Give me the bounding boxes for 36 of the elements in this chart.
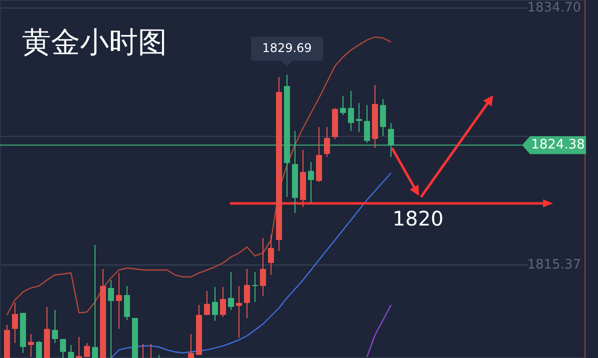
candlestick	[252, 271, 258, 302]
candlestick	[12, 302, 18, 344]
candlestick	[204, 290, 210, 316]
candlestick	[188, 333, 194, 358]
ref-line-label: 1824.38	[531, 138, 585, 153]
candlestick	[236, 285, 242, 338]
y-tick-label: 1834.70	[527, 0, 581, 16]
candlestick	[380, 98, 386, 136]
candlestick	[308, 161, 314, 204]
candlestick	[124, 285, 130, 320]
candlestick	[268, 234, 274, 276]
candlestick	[76, 336, 82, 358]
line-series	[366, 304, 392, 358]
candlestick	[36, 340, 42, 358]
candlestick	[212, 286, 218, 322]
candlestick	[28, 333, 34, 358]
line-series	[110, 172, 392, 358]
candlestick	[60, 338, 66, 358]
ref-line-label: 1820	[392, 206, 444, 230]
candlestick	[68, 344, 74, 358]
candlestick	[84, 342, 90, 358]
candlestick	[116, 272, 122, 330]
candlestick	[108, 279, 114, 358]
text: 黄金小时图	[22, 25, 167, 59]
candlestick	[260, 237, 266, 296]
candlestick	[356, 102, 362, 133]
annotation: 1829.69	[262, 40, 312, 55]
candlestick	[228, 271, 234, 311]
candlestick	[52, 310, 58, 344]
candlestick	[324, 126, 330, 158]
candlestick	[92, 244, 98, 358]
y-tick-label: 1815.37	[527, 257, 581, 273]
candlestick	[244, 268, 250, 318]
candlestick	[220, 286, 226, 318]
candlestick	[340, 95, 346, 116]
candlestick	[348, 90, 354, 132]
